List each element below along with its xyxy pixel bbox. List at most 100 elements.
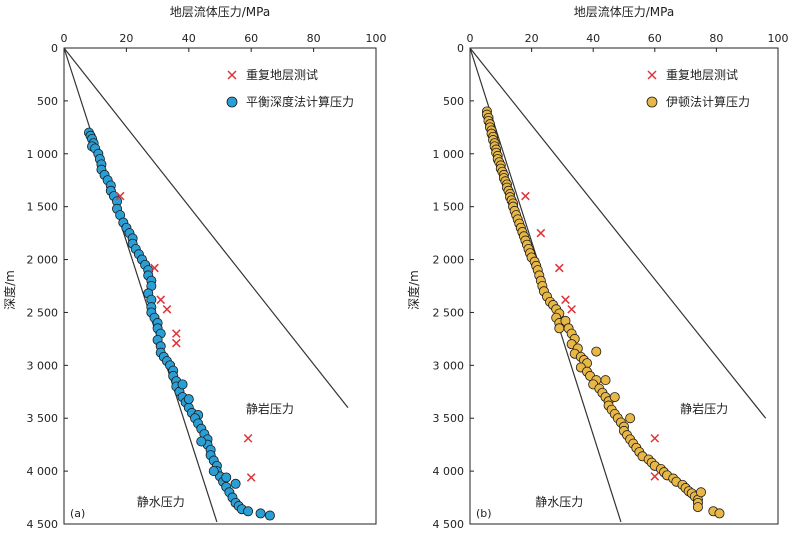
test-point bbox=[115, 191, 125, 201]
data-point bbox=[591, 346, 602, 357]
y-tick-label: 3 500 bbox=[433, 412, 465, 425]
legend-marker bbox=[646, 96, 658, 108]
line-annotation: 静水压力 bbox=[535, 495, 583, 509]
data-point bbox=[554, 323, 565, 334]
legend-label: 平衡深度法计算压力 bbox=[246, 94, 354, 109]
data-point bbox=[183, 394, 194, 405]
test-point bbox=[171, 338, 181, 348]
y-tick-label: 4 000 bbox=[433, 465, 465, 478]
y-tick-label: 2 500 bbox=[27, 306, 59, 319]
line-annotation: 静岩压力 bbox=[246, 401, 294, 416]
plot-frame bbox=[63, 47, 377, 525]
test-point bbox=[246, 473, 256, 482]
y-tick-label: 4 500 bbox=[433, 518, 465, 531]
reference-lines bbox=[63, 47, 349, 523]
y-tick-label: 0 bbox=[457, 42, 464, 55]
x-tick-label: 20 bbox=[525, 32, 539, 45]
legend-label: 重复地层测试 bbox=[246, 67, 318, 82]
reference-lines bbox=[469, 47, 767, 523]
x-tick-label: 0 bbox=[467, 32, 474, 45]
x-tick-label: 60 bbox=[244, 32, 258, 45]
test-point bbox=[521, 191, 530, 201]
legend-marker bbox=[227, 70, 237, 80]
y-tick-label: 4 000 bbox=[27, 465, 59, 478]
y-tick-label: 500 bbox=[37, 95, 58, 108]
y-tick-label: 1 500 bbox=[27, 201, 59, 214]
x-axis-title: 地层流体压力/MPa bbox=[574, 5, 674, 19]
x-tick-label: 0 bbox=[61, 32, 68, 45]
test-point bbox=[536, 228, 546, 238]
x-tick-label: 60 bbox=[648, 32, 662, 45]
panel-label: (b) bbox=[476, 507, 492, 520]
data-point bbox=[609, 392, 620, 403]
y-tick-label: 4 500 bbox=[27, 518, 59, 531]
y-tick-label: 3 500 bbox=[27, 412, 59, 425]
y-tick-label: 2 500 bbox=[433, 306, 465, 319]
test-point bbox=[162, 304, 172, 314]
y-tick-label: 2 000 bbox=[433, 254, 465, 267]
legend-marker bbox=[647, 70, 657, 80]
test-point bbox=[567, 304, 576, 314]
x-tick-label: 80 bbox=[709, 32, 723, 45]
reference-line bbox=[63, 47, 218, 523]
legend-label: 伊顿法计算压力 bbox=[666, 94, 750, 109]
data-points bbox=[481, 106, 725, 519]
data-point bbox=[696, 487, 707, 498]
data-points bbox=[83, 127, 275, 521]
y-tick-label: 500 bbox=[443, 95, 464, 108]
data-point bbox=[714, 508, 725, 519]
test-point bbox=[650, 433, 660, 443]
x-tick-label: 80 bbox=[307, 32, 321, 45]
test-point bbox=[650, 472, 660, 481]
reference-line bbox=[63, 47, 349, 409]
test-point bbox=[554, 263, 564, 273]
test-point bbox=[171, 329, 181, 338]
test-point bbox=[561, 295, 570, 305]
y-tick-label: 1 000 bbox=[27, 148, 59, 161]
y-tick-label: 3 000 bbox=[433, 359, 465, 372]
y-tick-label: 0 bbox=[51, 42, 58, 55]
y-tick-label: 2 000 bbox=[27, 254, 59, 267]
x-tick-label: 40 bbox=[586, 32, 600, 45]
data-point bbox=[692, 502, 703, 513]
data-point bbox=[255, 508, 266, 519]
y-tick-label: 1 500 bbox=[433, 201, 465, 214]
x-tick-label: 100 bbox=[366, 32, 387, 45]
test-point bbox=[243, 433, 253, 443]
y-axis-title: 深度/m bbox=[2, 270, 17, 310]
y-tick-label: 1 000 bbox=[433, 148, 465, 161]
annotations: 静水压力 静岩压力 bbox=[535, 401, 728, 509]
data-point bbox=[600, 375, 611, 386]
data-point bbox=[177, 379, 188, 390]
panel-label: (a) bbox=[70, 507, 85, 520]
x-axis-title: 地层流体压力/MPa bbox=[170, 5, 270, 19]
data-point bbox=[625, 413, 636, 424]
line-annotation: 静水压力 bbox=[137, 495, 185, 509]
data-point bbox=[230, 478, 241, 489]
data-point bbox=[221, 472, 232, 483]
data-point bbox=[264, 510, 275, 521]
legend-marker bbox=[226, 96, 238, 108]
legend-label: 重复地层测试 bbox=[666, 67, 738, 82]
data-point bbox=[243, 506, 254, 517]
data-point bbox=[196, 436, 207, 447]
y-axis-title: 深度/m bbox=[406, 270, 421, 310]
x-tick-label: 100 bbox=[768, 32, 789, 45]
plot-frame bbox=[469, 47, 779, 525]
test-point bbox=[150, 263, 159, 273]
data-point bbox=[208, 466, 219, 477]
y-tick-label: 3 000 bbox=[27, 359, 59, 372]
reference-line bbox=[469, 47, 767, 419]
x-tick-label: 20 bbox=[119, 32, 133, 45]
line-annotation: 静岩压力 bbox=[680, 401, 728, 416]
test-point bbox=[156, 295, 166, 305]
annotations: 静水压力 静岩压力 bbox=[137, 401, 294, 509]
